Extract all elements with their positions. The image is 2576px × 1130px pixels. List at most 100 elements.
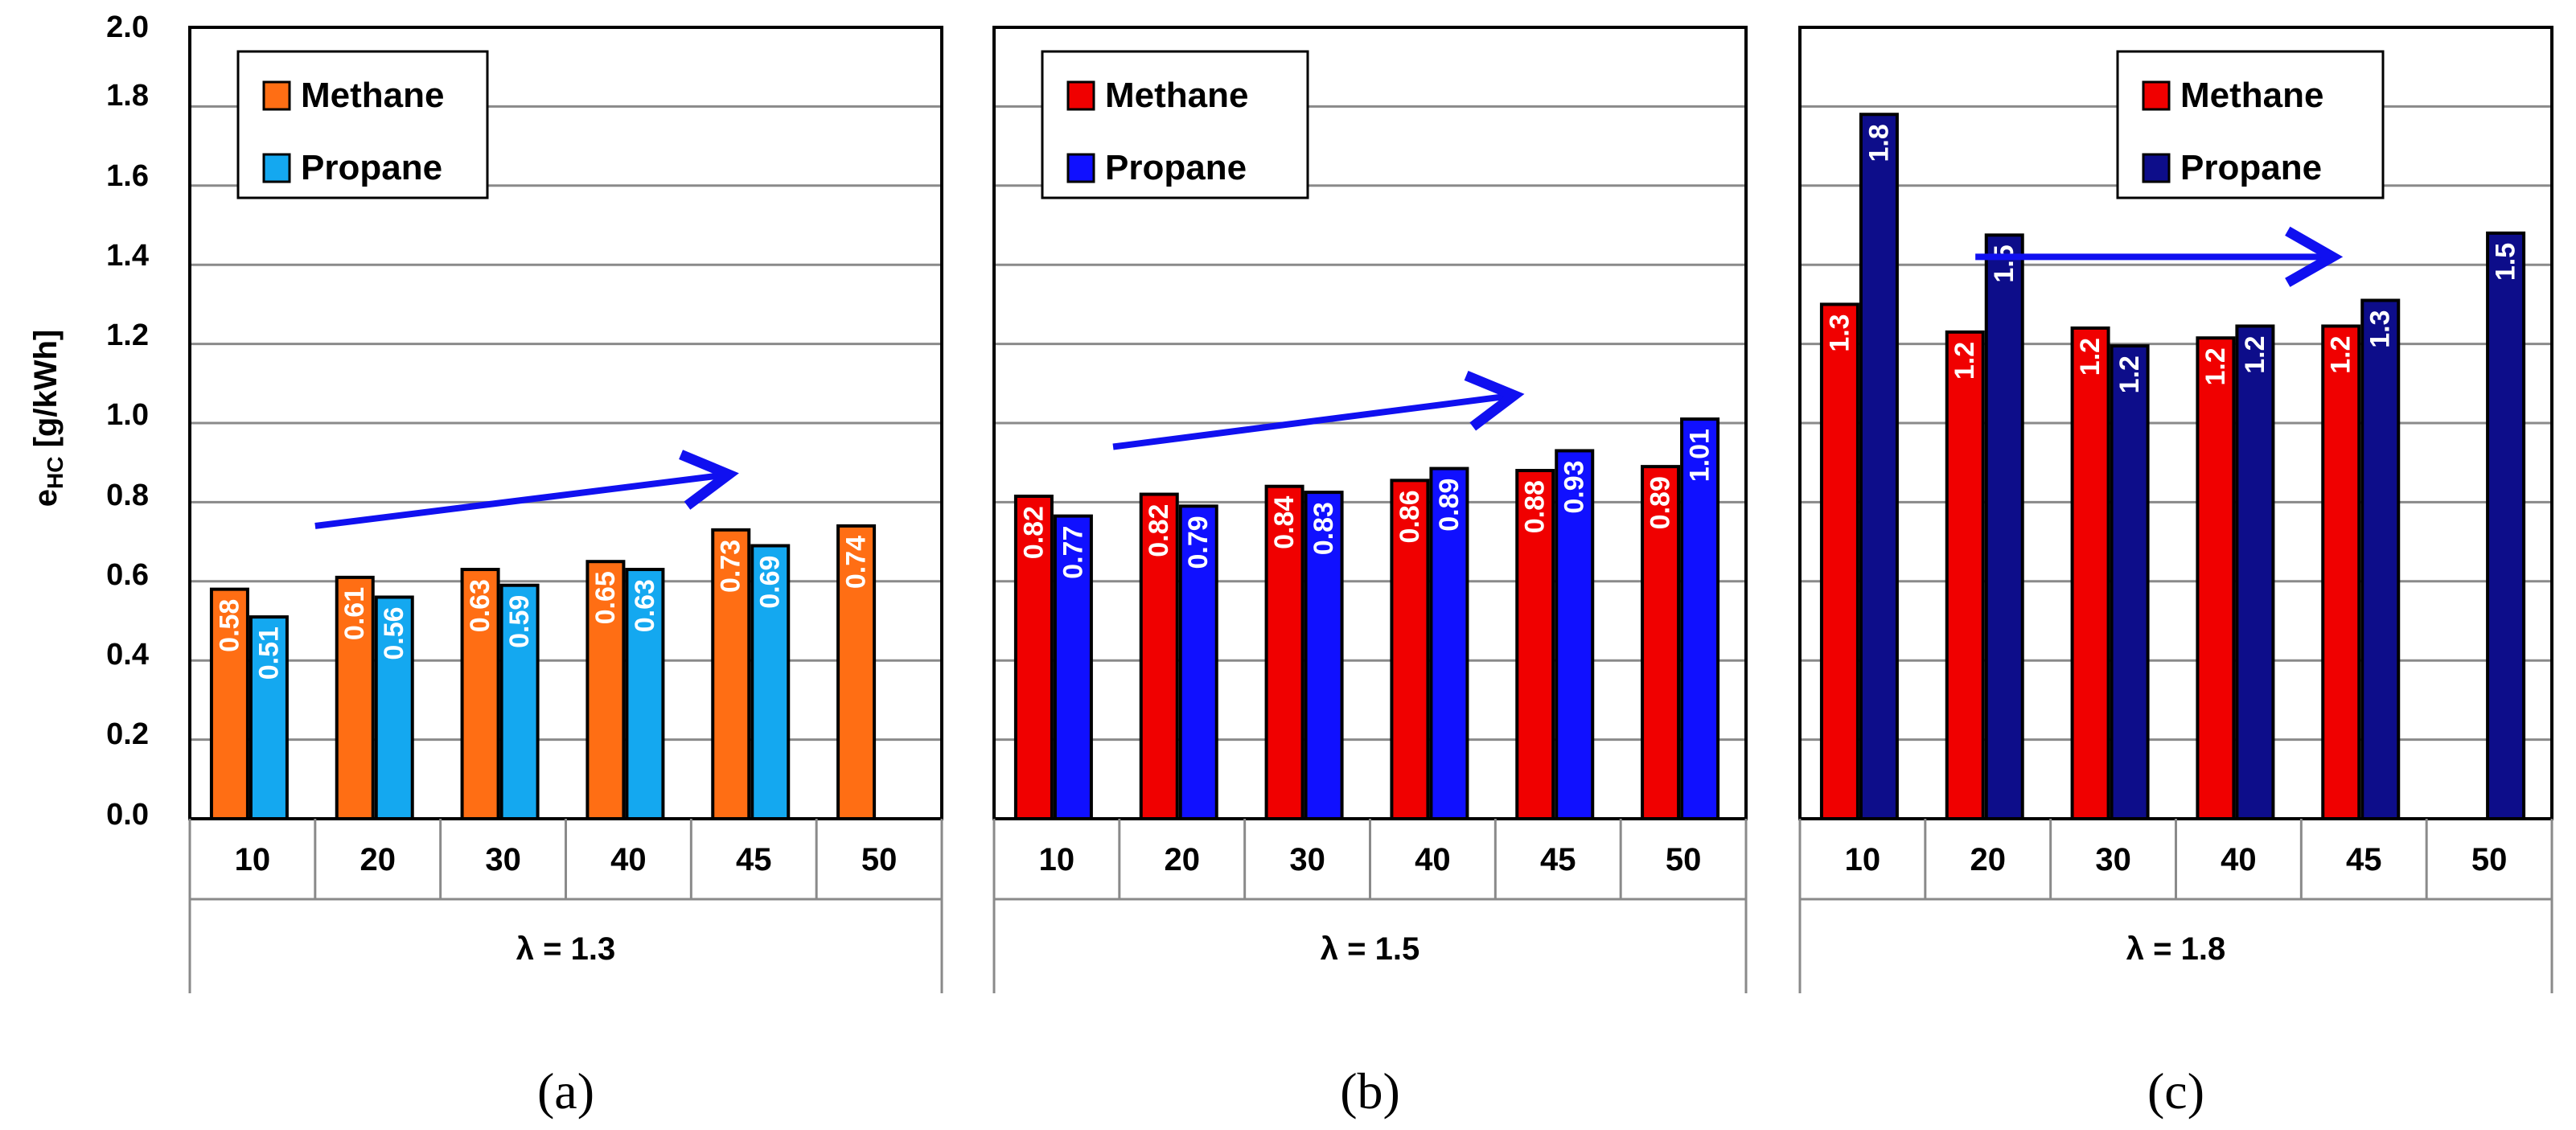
data-label: 1.2 — [1949, 342, 1980, 380]
gridlines — [994, 105, 1746, 742]
category-label: 10 — [1039, 842, 1075, 877]
bar-methane-10 — [1013, 495, 1054, 821]
category-label: 20 — [1165, 842, 1201, 877]
y-tick-label: 1.6 — [106, 159, 149, 193]
bar-methane-45 — [2321, 324, 2361, 820]
trend-arrow — [314, 450, 739, 529]
category-label: 30 — [1289, 842, 1325, 877]
data-label: 0.89 — [1434, 479, 1465, 532]
legend-label-propane: Propane — [301, 148, 442, 187]
data-label: 0.88 — [1520, 480, 1551, 533]
category-label: 45 — [736, 842, 772, 877]
legend-label-propane: Propane — [2180, 148, 2322, 187]
bar-methane-10 — [209, 587, 249, 820]
panel-label: (a) — [537, 1062, 594, 1120]
data-label: 0.83 — [1309, 502, 1339, 555]
data-labels: 0.58 0.61 0.63 0.65 0.73 0.74 0.51 0.56 0.59 0.63… — [214, 536, 871, 680]
panel-label: (b) — [1340, 1062, 1400, 1120]
bar-methane-10 — [1819, 302, 1859, 820]
bar-methane-50 — [1641, 465, 1681, 820]
data-label: 1.5 — [2491, 243, 2521, 281]
bar-methane-30 — [2070, 326, 2110, 821]
category-label: 20 — [360, 842, 396, 877]
data-label: 1.2 — [2326, 335, 2356, 373]
legend-box — [236, 50, 489, 199]
data-labels: 1.3 1.2 1.2 1.2 1.2 1.8 1.5 1.2 1.2 1.3 1.5 — [1824, 124, 2521, 393]
category-label: 45 — [1540, 842, 1576, 877]
bar-propane-40 — [1429, 466, 1469, 821]
legend-swatch-propane — [2142, 153, 2171, 183]
category-label: 20 — [1970, 842, 2007, 877]
data-label: 1.2 — [2200, 347, 2231, 385]
bar-propane-45 — [750, 544, 791, 821]
category-label: 45 — [2346, 842, 2382, 877]
trend-arrow — [1112, 371, 1525, 450]
category-label: 10 — [1845, 842, 1881, 877]
data-label: 1.8 — [1863, 124, 1894, 162]
y-tick-label: 0.2 — [106, 717, 149, 751]
bar-propane-50 — [2486, 231, 2526, 820]
bar-propane-40 — [2235, 324, 2275, 820]
category-label: 30 — [485, 842, 521, 877]
data-label: 0.77 — [1058, 526, 1088, 579]
legend-label-methane: Methane — [1105, 76, 1248, 115]
category-label: 30 — [2095, 842, 2131, 877]
data-label: 0.69 — [755, 556, 786, 609]
y-tick-label: 2.0 — [106, 10, 149, 44]
category-label: 10 — [235, 842, 271, 877]
data-label: 0.61 — [339, 587, 370, 640]
bar-propane-30 — [2110, 344, 2150, 820]
data-label: 0.65 — [590, 571, 621, 624]
data-label: 1.2 — [2240, 335, 2270, 373]
category-axis: 10 20 30 40 45 50 — [992, 819, 1748, 993]
legend-swatch-methane — [262, 80, 291, 111]
data-label: 0.58 — [214, 599, 244, 652]
bar-propane-45 — [2360, 298, 2401, 821]
data-label: 1.3 — [1824, 314, 1855, 351]
y-axis-title: eHC [g/kWh] — [28, 330, 68, 507]
category-label: 40 — [1415, 842, 1451, 877]
category-axis: 10 20 30 40 45 50 — [188, 819, 943, 993]
panel-b: 0.82 0.82 0.84 0.86 0.88 0.89 0.77 0.79 0.83 0.89… — [992, 26, 1748, 1120]
group-label: λ = 1.3 — [516, 931, 615, 967]
legend: Methane Propane — [2116, 50, 2385, 199]
legend-label-propane: Propane — [1105, 148, 1247, 187]
y-tick-label: 1.4 — [106, 239, 149, 273]
data-label: 1.01 — [1685, 429, 1715, 482]
gridlines — [190, 105, 942, 742]
gridlines — [1800, 105, 2552, 742]
bar-propane-50 — [1680, 417, 1720, 821]
data-label: 0.82 — [1018, 506, 1049, 559]
legend-swatch-methane — [2142, 80, 2171, 111]
y-tick-label: 1.2 — [106, 318, 149, 352]
bar-propane-20 — [374, 595, 414, 820]
y-tick-label: 1.0 — [106, 398, 149, 432]
data-label: 1.2 — [2075, 338, 2106, 376]
bar-methane-30 — [1264, 484, 1304, 820]
legend-swatch-propane — [262, 153, 291, 183]
y-tick-label: 0.8 — [106, 479, 149, 512]
panel-a: 0.58 0.61 0.63 0.65 0.73 0.74 0.51 0.56 0.59 0.63… — [188, 26, 943, 1120]
bars — [209, 524, 877, 821]
category-axis: 10 20 30 40 45 50 — [1798, 819, 2553, 993]
bar-propane-30 — [499, 583, 540, 820]
data-label: 0.73 — [716, 540, 746, 593]
data-label: 0.89 — [1645, 476, 1676, 529]
category-label: 50 — [2471, 842, 2508, 877]
y-tick-labels: 0.0 0.2 0.4 0.6 0.8 1.0 1.2 1.4 1.6 1.8 … — [106, 10, 149, 832]
category-label: 50 — [1666, 842, 1702, 877]
data-label: 0.79 — [1183, 516, 1214, 569]
bar-propane-20 — [1178, 504, 1218, 820]
data-label: 0.63 — [630, 579, 660, 632]
category-label: 40 — [2221, 842, 2257, 877]
y-tick-label: 1.8 — [106, 79, 149, 113]
bar-propane-30 — [1304, 491, 1344, 820]
bar-propane-20 — [1984, 233, 2024, 820]
data-label: 0.63 — [465, 579, 495, 632]
category-label: 50 — [861, 842, 898, 877]
legend-label-methane: Methane — [2180, 76, 2323, 115]
y-tick-label: 0.6 — [106, 558, 149, 592]
bar-methane-20 — [1139, 492, 1179, 820]
data-label: 0.59 — [504, 595, 535, 648]
